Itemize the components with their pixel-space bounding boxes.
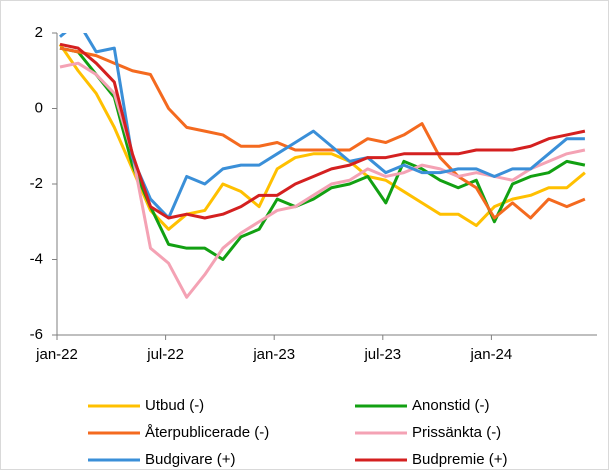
x-tick-label: jul-23: [363, 346, 401, 363]
x-tick-label: jul-22: [146, 346, 184, 363]
x-tick-label: jan-23: [252, 346, 295, 363]
series-line: [58, 43, 586, 231]
legend-label: Budpremie (+): [412, 451, 507, 468]
series-line: [59, 61, 586, 299]
legend-label: Utbud (-): [145, 397, 204, 414]
y-tick-label: 0: [35, 99, 43, 116]
legend-label: Återpublicerade (-): [145, 424, 269, 441]
series-line: [59, 46, 586, 220]
series-line: [59, 42, 586, 220]
y-tick-label: -4: [30, 250, 43, 267]
y-tick-label: -2: [30, 175, 43, 192]
series-line: [59, 33, 585, 220]
y-tick-label: -6: [30, 326, 43, 343]
y-tick-label: 2: [35, 24, 43, 41]
x-tick-label: jan-22: [35, 346, 78, 363]
x-tick-label: jan-24: [470, 346, 513, 363]
legend-label: Prissänkta (-): [412, 424, 501, 441]
legend-label: Budgivare (+): [145, 451, 235, 468]
legend-label: Anonstid (-): [412, 397, 490, 414]
